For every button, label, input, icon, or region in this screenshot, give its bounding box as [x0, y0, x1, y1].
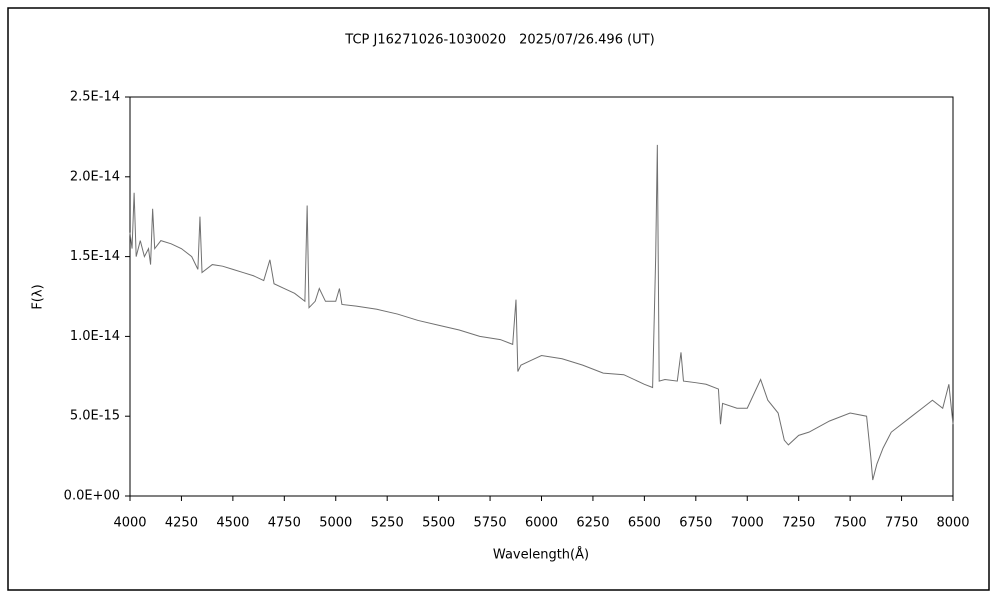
x-tick-label: 4000	[113, 516, 146, 531]
chart-border	[7, 7, 990, 591]
chart-title: TCP J16271026-1030020 2025/07/26.496 (UT…	[344, 33, 654, 48]
y-tick-label: 1.5E-14	[70, 249, 120, 264]
x-tick-label: 4750	[268, 516, 301, 531]
x-tick-label: 5000	[319, 516, 352, 531]
y-tick-label: 1.0E-14	[70, 329, 120, 344]
y-tick-label: 2.0E-14	[70, 169, 120, 184]
x-tick-label: 4250	[165, 516, 198, 531]
x-tick-label: 6250	[576, 516, 609, 531]
x-tick-label: 7500	[834, 516, 867, 531]
y-tick-label: 0.0E+00	[64, 489, 120, 504]
y-tick-label: 2.5E-14	[70, 90, 120, 105]
x-axis-label: Wavelength(Å)	[493, 547, 589, 563]
y-tick-label: 5.0E-15	[70, 409, 120, 424]
x-tick-label: 5250	[371, 516, 404, 531]
x-tick-label: 7000	[731, 516, 764, 531]
x-tick-label: 8000	[936, 516, 969, 531]
x-tick-label: 7750	[885, 516, 918, 531]
x-tick-label: 7250	[782, 516, 815, 531]
y-axis-label: F(λ)	[31, 284, 46, 309]
x-tick-label: 6500	[628, 516, 661, 531]
x-tick-label: 6000	[525, 516, 558, 531]
x-tick-label: 6750	[679, 516, 712, 531]
x-tick-label: 5750	[474, 516, 507, 531]
x-tick-label: 4500	[216, 516, 249, 531]
spectrum-line	[129, 144, 954, 481]
x-tick-label: 5500	[422, 516, 455, 531]
